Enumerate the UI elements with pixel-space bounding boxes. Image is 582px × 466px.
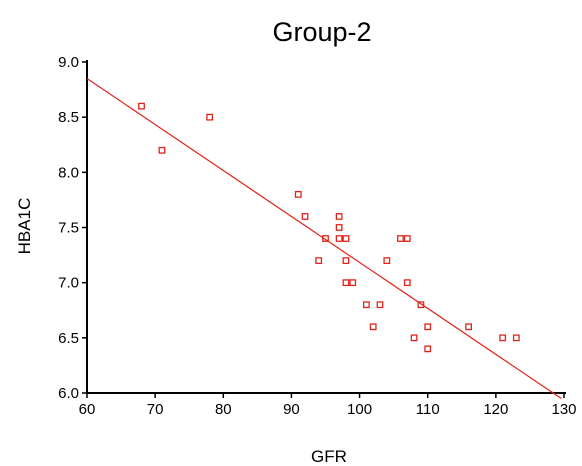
data-point: [376, 301, 384, 309]
x-axis-ticks: 60 70 80 90 100 110 120 130: [79, 393, 577, 418]
data-point: [383, 257, 391, 265]
data-point: [138, 102, 145, 110]
data-point: [424, 345, 432, 353]
x-tick-label: 70: [147, 401, 164, 418]
data-point: [335, 235, 343, 242]
y-tick-label: 9.0: [58, 54, 79, 71]
data-point: [369, 323, 377, 331]
x-tick-label: 90: [283, 401, 300, 418]
y-tick-label: 7.0: [58, 275, 79, 292]
data-point: [158, 146, 166, 154]
data-point: [397, 235, 404, 242]
data-point: [403, 279, 411, 287]
y-tick-label: 8.5: [58, 109, 79, 126]
data-point: [362, 301, 370, 309]
regression-line-group: [86, 78, 562, 400]
data-point: [417, 301, 425, 309]
y-tick-label: 7.5: [58, 220, 79, 237]
data-point: [301, 213, 309, 220]
y-axis-label: HBA1C: [15, 198, 34, 255]
data-points: [138, 102, 520, 353]
regression-line: [86, 78, 562, 400]
y-axis-ticks: 6.0 6.5 7.0 7.5 8.0 8.5 9.0: [58, 54, 87, 402]
data-point: [499, 334, 507, 342]
x-tick-label: 100: [347, 401, 372, 418]
data-point: [206, 113, 214, 121]
data-point: [410, 334, 418, 342]
data-point: [335, 213, 343, 220]
data-point: [342, 257, 350, 265]
data-point: [424, 323, 432, 331]
x-axis-label: GFR: [311, 447, 347, 466]
data-point: [512, 334, 520, 342]
data-point: [465, 323, 473, 331]
data-point: [294, 190, 302, 198]
data-point: [403, 235, 411, 242]
y-tick-label: 8.0: [58, 164, 79, 181]
chart-title: Group-2: [272, 17, 371, 47]
data-point: [315, 257, 323, 265]
y-tick-label: 6.5: [58, 330, 79, 347]
y-tick-label: 6.0: [58, 385, 79, 402]
x-tick-label: 110: [416, 401, 440, 418]
x-tick-label: 130: [551, 401, 576, 418]
x-tick-label: 120: [483, 401, 508, 418]
data-point: [322, 235, 329, 242]
x-tick-label: 80: [215, 401, 232, 418]
x-tick-label: 60: [79, 401, 96, 418]
data-point: [335, 224, 343, 231]
data-point: [342, 279, 350, 287]
data-point: [342, 235, 350, 242]
data-point: [349, 279, 357, 287]
